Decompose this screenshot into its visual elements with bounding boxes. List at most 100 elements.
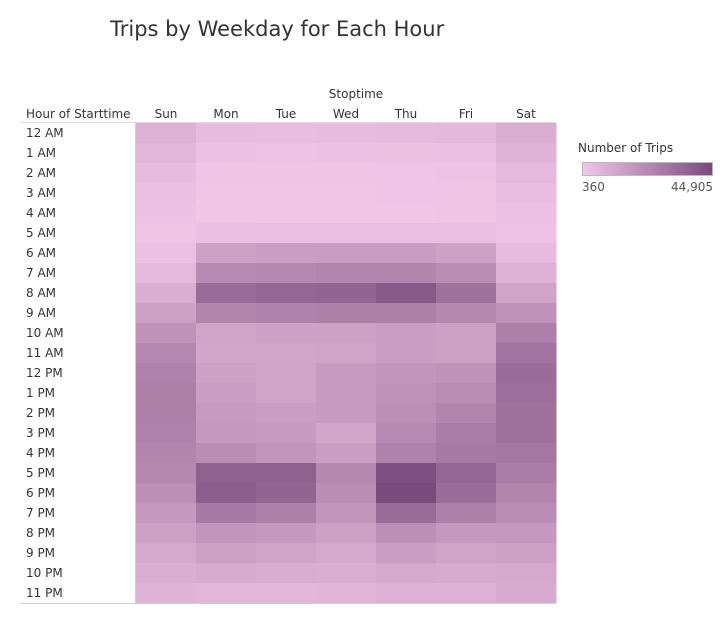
heatmap-cell-7-am-fri[interactable] bbox=[436, 263, 497, 284]
heatmap-cell-10-am-sat[interactable] bbox=[496, 323, 557, 344]
heatmap-cell-6-pm-sun[interactable] bbox=[136, 483, 197, 504]
heatmap-cell-4-am-thu[interactable] bbox=[376, 203, 437, 224]
heatmap-cell-7-am-thu[interactable] bbox=[376, 263, 437, 284]
heatmap-cell-6-pm-mon[interactable] bbox=[196, 483, 257, 504]
heatmap-cell-5-pm-mon[interactable] bbox=[196, 463, 257, 484]
heatmap-cell-2-pm-sat[interactable] bbox=[496, 403, 557, 424]
heatmap-cell-10-pm-mon[interactable] bbox=[196, 563, 257, 584]
heatmap-cell-10-am-sun[interactable] bbox=[136, 323, 197, 344]
heatmap-cell-5-am-wed[interactable] bbox=[316, 223, 377, 244]
heatmap-cell-2-pm-tue[interactable] bbox=[256, 403, 317, 424]
heatmap-cell-2-pm-sun[interactable] bbox=[136, 403, 197, 424]
heatmap-cell-2-am-mon[interactable] bbox=[196, 163, 257, 184]
heatmap-cell-4-am-fri[interactable] bbox=[436, 203, 497, 224]
heatmap-cell-9-am-wed[interactable] bbox=[316, 303, 377, 324]
heatmap-cell-11-pm-wed[interactable] bbox=[316, 583, 377, 604]
heatmap-cell-7-am-mon[interactable] bbox=[196, 263, 257, 284]
heatmap-cell-7-pm-fri[interactable] bbox=[436, 503, 497, 524]
heatmap-cell-7-pm-wed[interactable] bbox=[316, 503, 377, 524]
heatmap-cell-6-am-fri[interactable] bbox=[436, 243, 497, 264]
heatmap-cell-6-pm-tue[interactable] bbox=[256, 483, 317, 504]
heatmap-cell-5-am-fri[interactable] bbox=[436, 223, 497, 244]
heatmap-cell-4-am-sun[interactable] bbox=[136, 203, 197, 224]
heatmap-cell-7-am-sun[interactable] bbox=[136, 263, 197, 284]
heatmap-cell-6-pm-thu[interactable] bbox=[376, 483, 437, 504]
heatmap-cell-9-am-fri[interactable] bbox=[436, 303, 497, 324]
heatmap-cell-10-pm-fri[interactable] bbox=[436, 563, 497, 584]
heatmap-cell-11-am-tue[interactable] bbox=[256, 343, 317, 364]
heatmap-cell-5-pm-wed[interactable] bbox=[316, 463, 377, 484]
heatmap-cell-12-pm-fri[interactable] bbox=[436, 363, 497, 384]
heatmap-cell-4-pm-mon[interactable] bbox=[196, 443, 257, 464]
heatmap-cell-4-am-mon[interactable] bbox=[196, 203, 257, 224]
heatmap-cell-10-am-wed[interactable] bbox=[316, 323, 377, 344]
heatmap-cell-2-am-wed[interactable] bbox=[316, 163, 377, 184]
heatmap-cell-1-am-wed[interactable] bbox=[316, 143, 377, 164]
heatmap-cell-5-pm-sat[interactable] bbox=[496, 463, 557, 484]
heatmap-cell-1-am-sun[interactable] bbox=[136, 143, 197, 164]
heatmap-cell-6-am-sat[interactable] bbox=[496, 243, 557, 264]
heatmap-cell-3-am-thu[interactable] bbox=[376, 183, 437, 204]
heatmap-cell-10-am-mon[interactable] bbox=[196, 323, 257, 344]
heatmap-cell-1-pm-tue[interactable] bbox=[256, 383, 317, 404]
heatmap-cell-10-pm-wed[interactable] bbox=[316, 563, 377, 584]
heatmap-cell-3-pm-thu[interactable] bbox=[376, 423, 437, 444]
heatmap-cell-8-pm-wed[interactable] bbox=[316, 523, 377, 544]
heatmap-cell-6-am-mon[interactable] bbox=[196, 243, 257, 264]
heatmap-cell-10-am-tue[interactable] bbox=[256, 323, 317, 344]
heatmap-cell-1-am-sat[interactable] bbox=[496, 143, 557, 164]
heatmap-cell-7-am-sat[interactable] bbox=[496, 263, 557, 284]
heatmap-cell-8-pm-sat[interactable] bbox=[496, 523, 557, 544]
heatmap-cell-9-pm-tue[interactable] bbox=[256, 543, 317, 564]
heatmap-cell-11-am-thu[interactable] bbox=[376, 343, 437, 364]
heatmap-cell-5-am-mon[interactable] bbox=[196, 223, 257, 244]
heatmap-cell-2-am-sun[interactable] bbox=[136, 163, 197, 184]
heatmap-cell-12-am-fri[interactable] bbox=[436, 123, 497, 144]
heatmap-cell-12-am-mon[interactable] bbox=[196, 123, 257, 144]
heatmap-cell-5-pm-thu[interactable] bbox=[376, 463, 437, 484]
heatmap-cell-4-pm-sun[interactable] bbox=[136, 443, 197, 464]
heatmap-cell-3-pm-tue[interactable] bbox=[256, 423, 317, 444]
heatmap-cell-1-pm-fri[interactable] bbox=[436, 383, 497, 404]
heatmap-cell-11-pm-fri[interactable] bbox=[436, 583, 497, 604]
heatmap-cell-2-am-fri[interactable] bbox=[436, 163, 497, 184]
heatmap-cell-7-pm-mon[interactable] bbox=[196, 503, 257, 524]
heatmap-cell-10-pm-thu[interactable] bbox=[376, 563, 437, 584]
heatmap-cell-11-pm-thu[interactable] bbox=[376, 583, 437, 604]
heatmap-cell-9-pm-mon[interactable] bbox=[196, 543, 257, 564]
heatmap-cell-9-am-sun[interactable] bbox=[136, 303, 197, 324]
heatmap-cell-3-am-fri[interactable] bbox=[436, 183, 497, 204]
heatmap-cell-2-pm-fri[interactable] bbox=[436, 403, 497, 424]
heatmap-cell-4-am-sat[interactable] bbox=[496, 203, 557, 224]
heatmap-cell-4-pm-wed[interactable] bbox=[316, 443, 377, 464]
heatmap-cell-1-am-fri[interactable] bbox=[436, 143, 497, 164]
heatmap-cell-11-pm-sun[interactable] bbox=[136, 583, 197, 604]
heatmap-cell-12-pm-wed[interactable] bbox=[316, 363, 377, 384]
heatmap-cell-8-pm-sun[interactable] bbox=[136, 523, 197, 544]
heatmap-cell-3-pm-mon[interactable] bbox=[196, 423, 257, 444]
heatmap-cell-5-am-sat[interactable] bbox=[496, 223, 557, 244]
heatmap-cell-1-pm-wed[interactable] bbox=[316, 383, 377, 404]
heatmap-cell-10-pm-sun[interactable] bbox=[136, 563, 197, 584]
heatmap-cell-12-am-sun[interactable] bbox=[136, 123, 197, 144]
heatmap-cell-3-am-sun[interactable] bbox=[136, 183, 197, 204]
heatmap-cell-7-pm-tue[interactable] bbox=[256, 503, 317, 524]
heatmap-cell-5-pm-fri[interactable] bbox=[436, 463, 497, 484]
heatmap-cell-7-am-wed[interactable] bbox=[316, 263, 377, 284]
heatmap-cell-12-am-tue[interactable] bbox=[256, 123, 317, 144]
heatmap-cell-5-pm-sun[interactable] bbox=[136, 463, 197, 484]
heatmap-cell-9-am-sat[interactable] bbox=[496, 303, 557, 324]
heatmap-cell-10-am-fri[interactable] bbox=[436, 323, 497, 344]
heatmap-cell-4-am-wed[interactable] bbox=[316, 203, 377, 224]
heatmap-cell-4-am-tue[interactable] bbox=[256, 203, 317, 224]
heatmap-cell-10-pm-sat[interactable] bbox=[496, 563, 557, 584]
heatmap-cell-3-am-sat[interactable] bbox=[496, 183, 557, 204]
heatmap-cell-3-pm-wed[interactable] bbox=[316, 423, 377, 444]
heatmap-cell-6-am-sun[interactable] bbox=[136, 243, 197, 264]
heatmap-cell-2-am-tue[interactable] bbox=[256, 163, 317, 184]
heatmap-cell-11-am-fri[interactable] bbox=[436, 343, 497, 364]
heatmap-cell-11-pm-sat[interactable] bbox=[496, 583, 557, 604]
heatmap-cell-8-am-sat[interactable] bbox=[496, 283, 557, 304]
heatmap-cell-2-am-sat[interactable] bbox=[496, 163, 557, 184]
heatmap-cell-6-pm-wed[interactable] bbox=[316, 483, 377, 504]
